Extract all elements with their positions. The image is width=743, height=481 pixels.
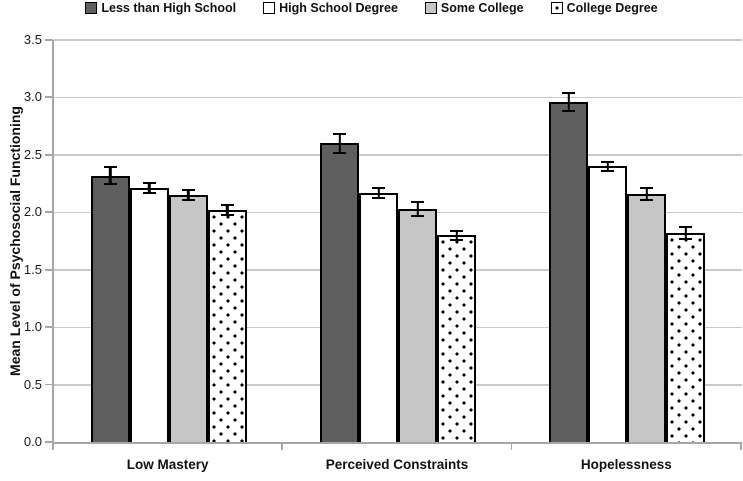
bar-college-degree-perceived-constraints [436, 235, 476, 442]
error-bar-college-degree-hopelessness [679, 226, 693, 240]
legend-item-less-than-high-school: Less than High School [85, 1, 236, 15]
error-bar-high-school-degree-hopelessness [601, 160, 615, 173]
y-tick-mark [45, 39, 53, 41]
error-bar-less-than-high-school-low-mastery [103, 166, 117, 185]
y-tick-label: 2.5 [23, 146, 42, 162]
y-tick-mark [45, 211, 53, 214]
bar-less-than-high-school-low-mastery [90, 175, 130, 442]
bar-some-college-low-mastery [168, 195, 208, 442]
y-tick-mark [45, 383, 53, 386]
bar-group-hopelessness [513, 40, 742, 442]
error-bar-line [455, 231, 458, 239]
x-category-label-hopelessness: Hopelessness [580, 457, 672, 472]
y-tick-label: 1.5 [23, 261, 42, 277]
bar-less-than-high-school-perceived-constraints [319, 143, 359, 442]
bar-high-school-degree-perceived-constraints [358, 192, 398, 442]
y-tick-label: 0.5 [23, 376, 42, 392]
error-bar-line [186, 191, 190, 199]
error-bar-high-school-degree-perceived-constraints [372, 187, 385, 199]
legend: Less than High School High School Degree S… [0, 1, 743, 15]
error-bar-some-college-perceived-constraints [411, 200, 424, 217]
y-tick-label: 3.0 [23, 89, 42, 105]
legend-label: High School Degree [279, 1, 398, 15]
bar-less-than-high-school-hopelessness [549, 102, 589, 442]
error-bar-line [416, 202, 419, 215]
legend-item-college-degree: College Degree [550, 1, 658, 15]
bar-group-perceived-constraints [283, 40, 512, 442]
y-tick-mark [45, 153, 53, 156]
legend-label: College Degree [566, 1, 658, 15]
x-tick-mark [52, 444, 54, 450]
error-bar-less-than-high-school-hopelessness [562, 91, 576, 113]
x-tick-mark [510, 444, 513, 450]
x-tick-mark [740, 444, 742, 450]
gridline [54, 154, 742, 156]
error-bar-less-than-high-school-perceived-constraints [333, 133, 346, 154]
legend-item-high-school-degree: High School Degree [263, 1, 398, 15]
bar-high-school-degree-hopelessness [588, 166, 628, 442]
error-bar-line [338, 135, 341, 152]
y-tick-label: 0.0 [23, 434, 42, 449]
legend-label: Less than High School [101, 1, 237, 15]
error-bar-line [147, 184, 151, 192]
bar-some-college-hopelessness [627, 193, 667, 442]
legend-label: Some College [440, 1, 524, 15]
bar-high-school-degree-low-mastery [129, 188, 169, 442]
y-tick-mark [45, 96, 53, 99]
error-bar-some-college-low-mastery [181, 189, 195, 201]
legend-item-some-college: Some College [424, 1, 524, 15]
bar-college-degree-low-mastery [207, 210, 247, 442]
y-tick-label: 3.5 [23, 32, 42, 47]
y-tick-mark [45, 268, 53, 271]
plot-area [52, 39, 742, 444]
error-bar-some-college-hopelessness [640, 187, 654, 201]
x-tick-mark [281, 444, 284, 450]
error-bar-line [567, 93, 571, 111]
y-tick-label: 2.0 [23, 204, 42, 220]
bar-group-low-mastery [54, 40, 283, 442]
y-tick-label: 1.0 [23, 319, 42, 335]
error-bar-high-school-degree-low-mastery [142, 182, 156, 194]
x-category-label-low-mastery: Low Mastery [126, 457, 209, 472]
x-category-label-perceived-constraints: Perceived Constraints [325, 457, 469, 472]
legend-swatch-icon [550, 2, 563, 14]
gridline [54, 39, 742, 41]
error-bar-college-degree-low-mastery [220, 204, 234, 216]
gridline [54, 96, 742, 99]
error-bar-line [606, 162, 610, 171]
legend-swatch-icon [263, 2, 276, 14]
legend-swatch-icon [85, 2, 98, 14]
y-tick-mark [45, 326, 53, 328]
bar-college-degree-hopelessness [666, 232, 706, 442]
error-bar-line [645, 189, 649, 199]
legend-swatch-icon [424, 2, 437, 14]
error-bar-college-degree-perceived-constraints [450, 229, 463, 241]
y-tick-mark [45, 441, 53, 443]
error-bar-line [684, 228, 688, 238]
error-bar-line [377, 189, 380, 197]
bar-some-college-perceived-constraints [397, 208, 437, 442]
error-bar-line [225, 206, 229, 214]
error-bar-line [108, 168, 112, 183]
